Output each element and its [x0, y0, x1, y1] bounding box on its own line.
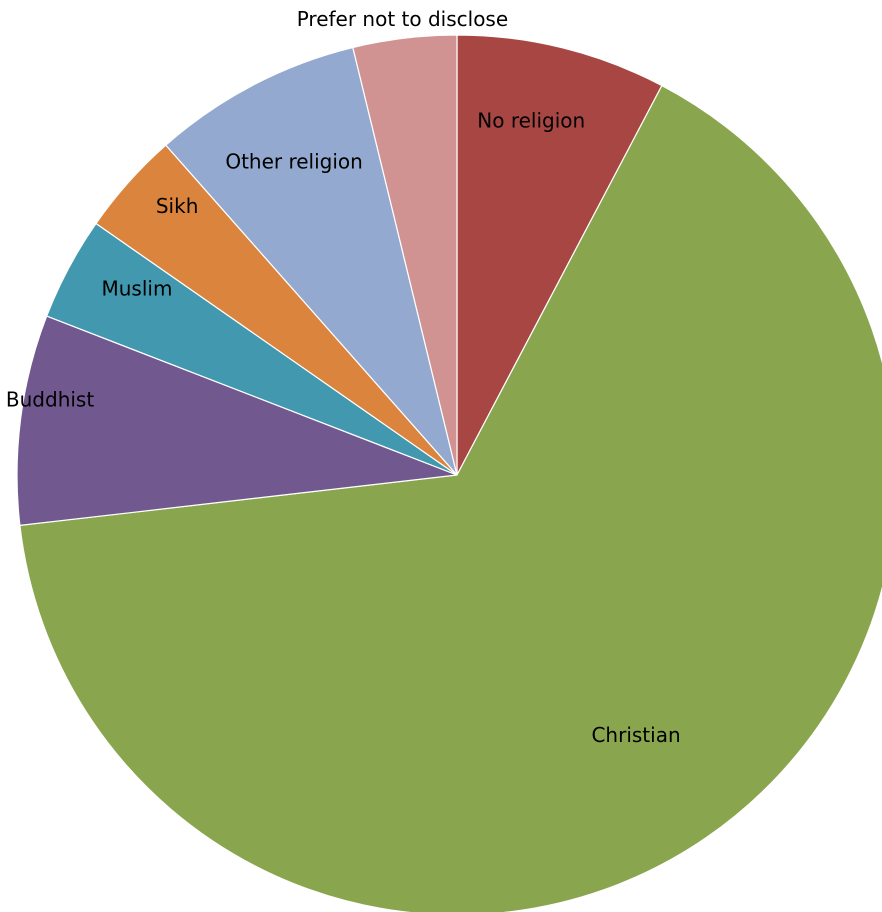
slice-label-other-religion: Other religion	[225, 149, 363, 173]
pie-slices	[16, 34, 882, 912]
pie-slice-no-religion	[456, 34, 663, 476]
slice-label-muslim: Muslim	[101, 277, 172, 301]
slice-label-sikh: Sikh	[156, 194, 199, 218]
slice-label-buddhist: Buddhist	[6, 388, 94, 412]
pie-labels: No religion Christian Buddhist Muslim Sikh Ot…	[6, 7, 681, 747]
slice-label-prefer-not-to-disclose: Prefer not to disclose	[297, 7, 508, 31]
slice-label-no-religion: No religion	[477, 108, 585, 132]
pie-slice-prefer-not-to-disclose	[352, 34, 458, 476]
pie-slice-buddhist	[16, 315, 458, 527]
slice-label-christian: Christian	[591, 723, 680, 747]
pie-slice-other-religion	[164, 46, 458, 476]
pie-slice-christian	[19, 84, 882, 912]
